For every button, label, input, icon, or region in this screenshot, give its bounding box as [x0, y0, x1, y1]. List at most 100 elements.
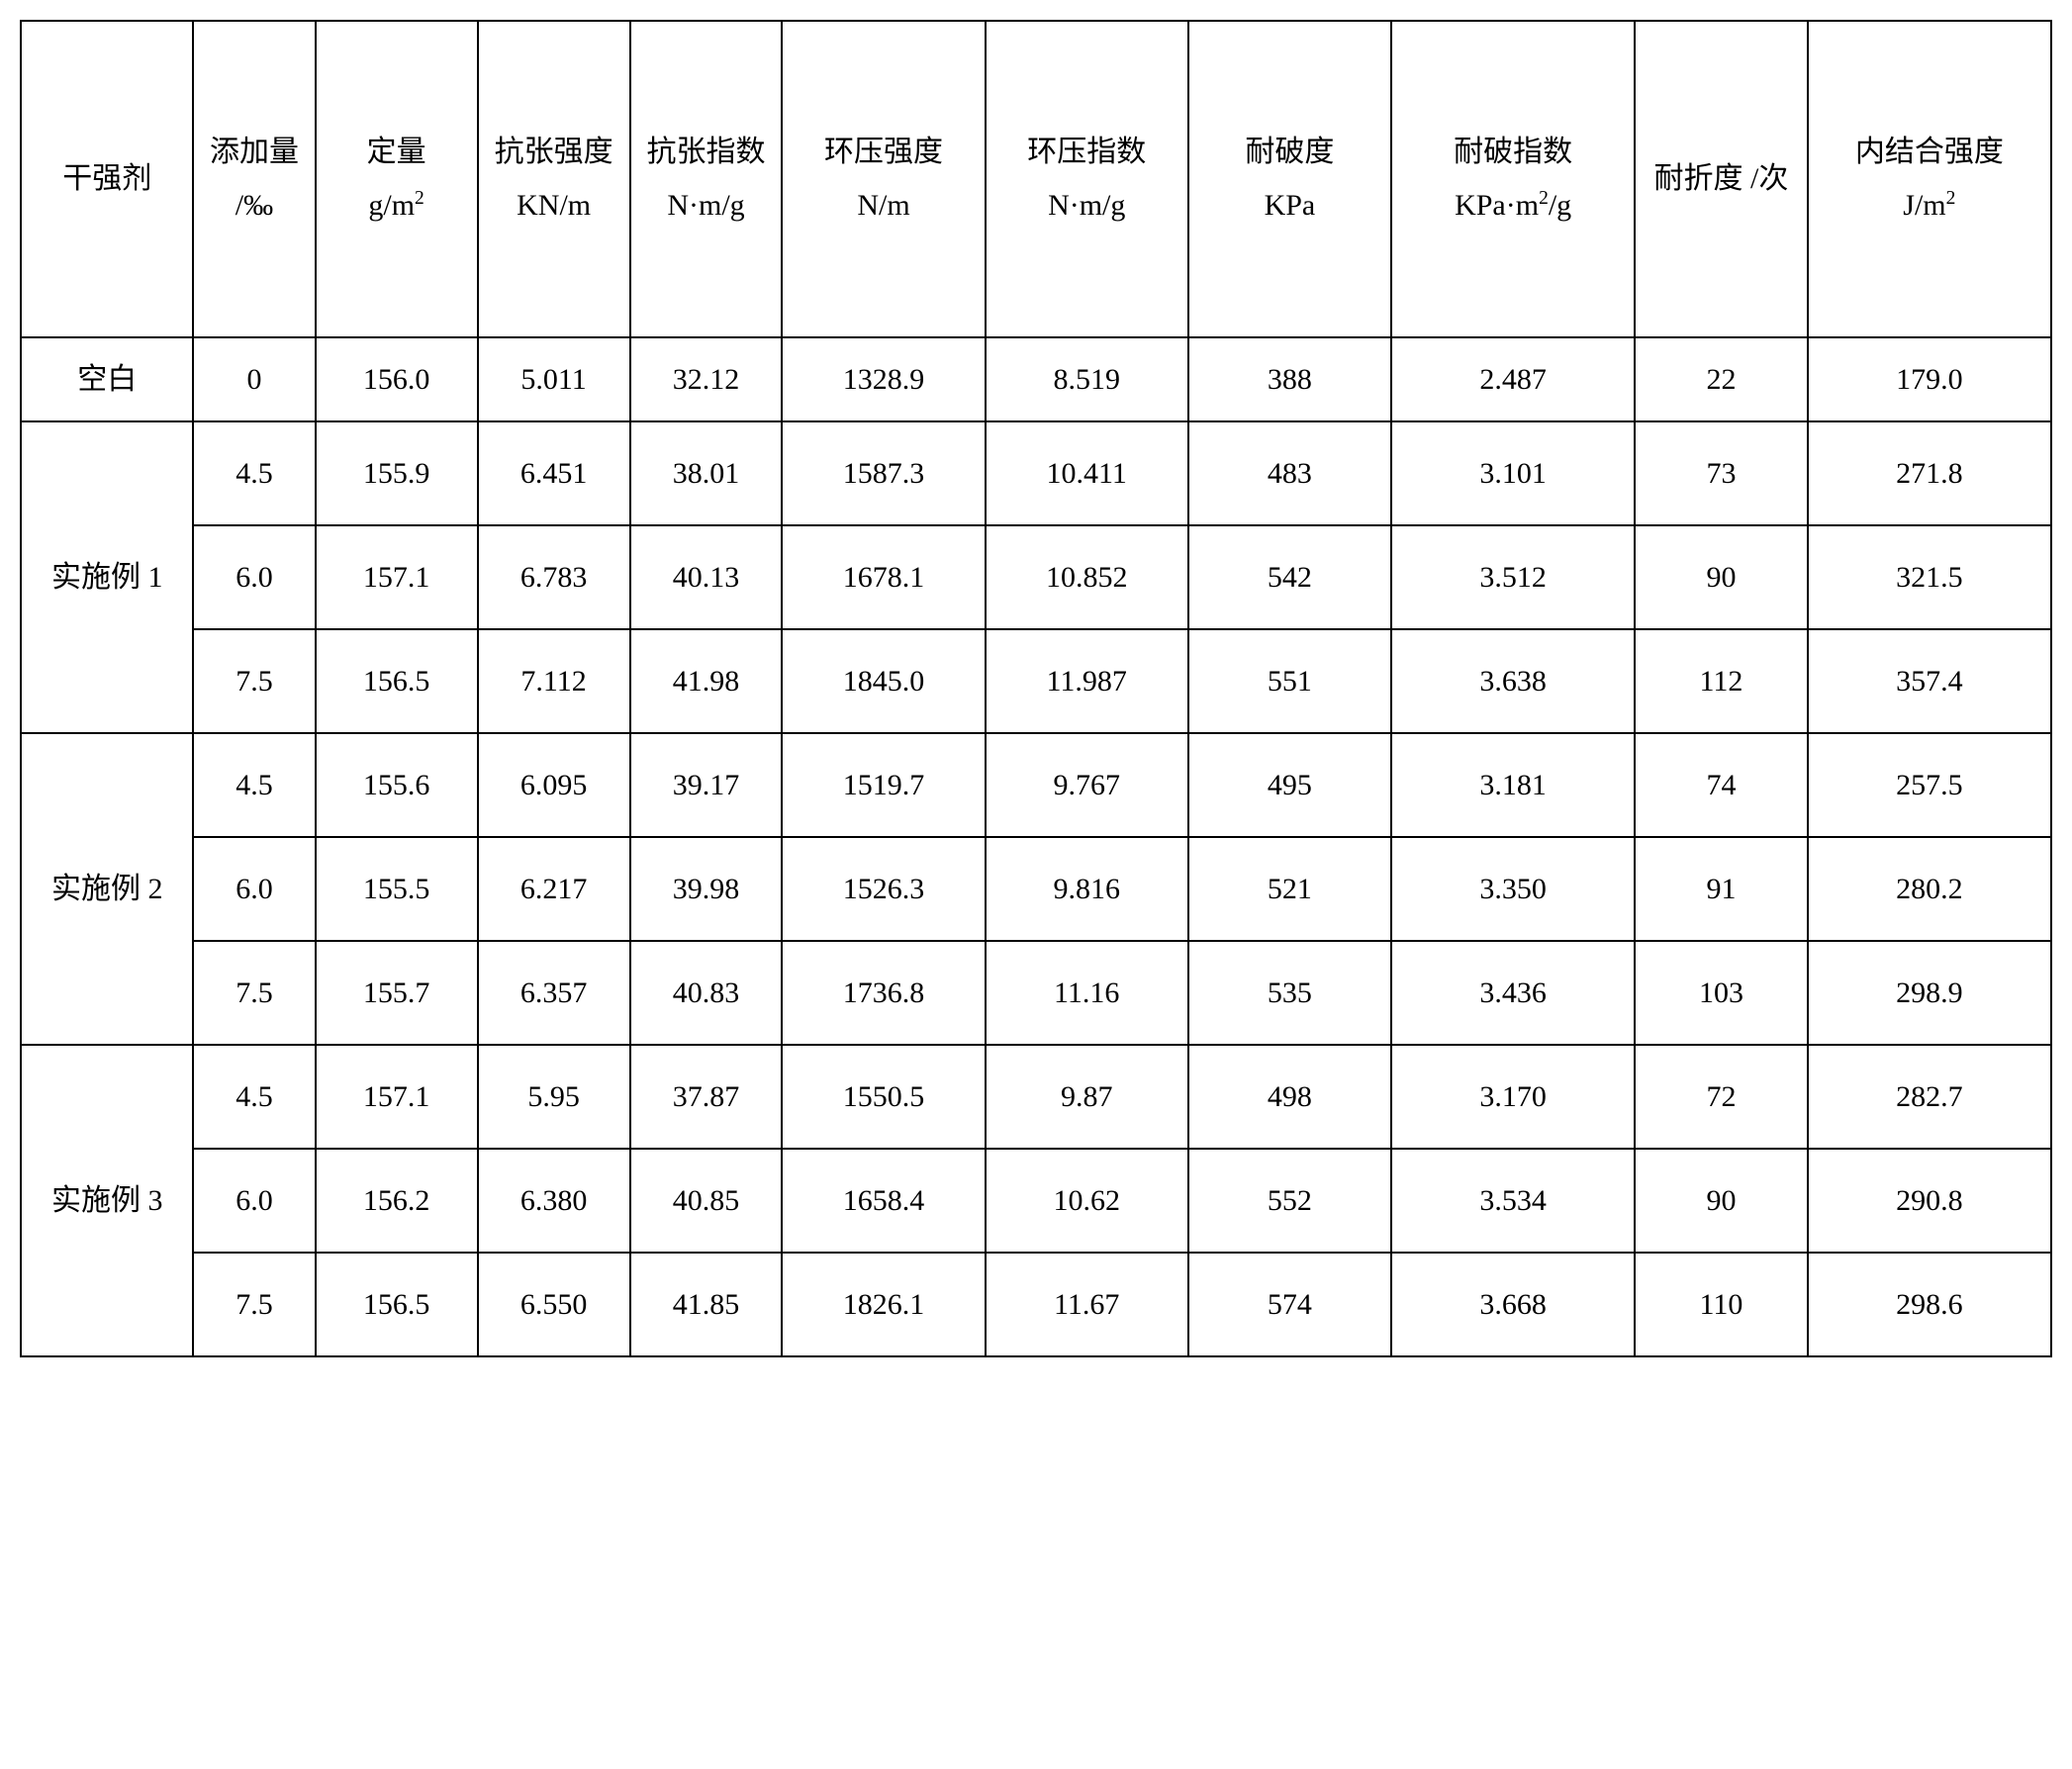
data-cell: 4.5 — [193, 1045, 315, 1149]
data-cell: 90 — [1635, 1149, 1807, 1253]
data-cell: 41.98 — [630, 629, 783, 733]
header-label-4: 抗张指数 — [647, 136, 766, 168]
data-cell: 110 — [1635, 1253, 1807, 1356]
data-cell: 39.17 — [630, 733, 783, 837]
header-cell-2: 定量 g/m2 — [316, 21, 478, 337]
data-cell: 271.8 — [1808, 421, 2051, 525]
data-cell: 521 — [1188, 837, 1391, 941]
group-label-cell: 实施例 1 — [21, 421, 193, 733]
data-cell: 3.668 — [1391, 1253, 1635, 1356]
header-unit-4: N·m/g — [667, 189, 744, 222]
data-cell: 0 — [193, 337, 315, 421]
data-cell: 9.87 — [986, 1045, 1188, 1149]
header-cell-6: 环压指数 N·m/g — [986, 21, 1188, 337]
data-cell: 155.9 — [316, 421, 478, 525]
data-cell: 498 — [1188, 1045, 1391, 1149]
data-cell: 8.519 — [986, 337, 1188, 421]
table-row: 实施例 3 4.5 157.1 5.95 37.87 1550.5 9.87 4… — [21, 1045, 2051, 1149]
header-unit-10: J/m2 — [1903, 189, 1955, 222]
data-cell: 6.451 — [478, 421, 630, 525]
header-label-6: 环压指数 — [1027, 136, 1146, 168]
data-cell: 1519.7 — [782, 733, 985, 837]
data-cell: 40.85 — [630, 1149, 783, 1253]
data-cell: 357.4 — [1808, 629, 2051, 733]
data-cell: 290.8 — [1808, 1149, 2051, 1253]
data-cell: 11.67 — [986, 1253, 1188, 1356]
data-cell: 6.0 — [193, 1149, 315, 1253]
data-cell: 72 — [1635, 1045, 1807, 1149]
data-cell: 74 — [1635, 733, 1807, 837]
table-row: 7.5 156.5 7.112 41.98 1845.0 11.987 551 … — [21, 629, 2051, 733]
data-cell: 39.98 — [630, 837, 783, 941]
data-cell: 103 — [1635, 941, 1807, 1045]
data-cell: 6.783 — [478, 525, 630, 629]
header-cell-10: 内结合强度 J/m2 — [1808, 21, 2051, 337]
data-cell: 3.101 — [1391, 421, 1635, 525]
header-label-2: 定量 — [367, 136, 426, 168]
data-cell: 1658.4 — [782, 1149, 985, 1253]
group-label-cell: 空白 — [21, 337, 193, 421]
header-cell-9: 耐折度 /次 — [1635, 21, 1807, 337]
data-cell: 10.852 — [986, 525, 1188, 629]
data-cell: 41.85 — [630, 1253, 783, 1356]
data-cell: 3.170 — [1391, 1045, 1635, 1149]
data-cell: 11.987 — [986, 629, 1188, 733]
data-cell: 6.0 — [193, 837, 315, 941]
header-label-1: 添加量 — [210, 136, 299, 168]
table-row: 7.5 155.7 6.357 40.83 1736.8 11.16 535 3… — [21, 941, 2051, 1045]
header-cell-0: 干强剂 — [21, 21, 193, 337]
data-cell: 535 — [1188, 941, 1391, 1045]
data-cell: 6.550 — [478, 1253, 630, 1356]
header-unit-2: g/m2 — [368, 189, 424, 222]
data-cell: 1328.9 — [782, 337, 985, 421]
data-cell: 10.411 — [986, 421, 1188, 525]
data-cell: 1678.1 — [782, 525, 985, 629]
data-cell: 73 — [1635, 421, 1807, 525]
data-cell: 7.5 — [193, 1253, 315, 1356]
data-cell: 37.87 — [630, 1045, 783, 1149]
header-unit-9: /次 — [1750, 162, 1788, 195]
header-unit-7: KPa — [1265, 189, 1316, 222]
data-cell: 91 — [1635, 837, 1807, 941]
data-cell: 298.6 — [1808, 1253, 2051, 1356]
data-cell: 483 — [1188, 421, 1391, 525]
data-cell: 9.816 — [986, 837, 1188, 941]
header-cell-7: 耐破度 KPa — [1188, 21, 1391, 337]
data-cell: 552 — [1188, 1149, 1391, 1253]
data-cell: 9.767 — [986, 733, 1188, 837]
data-cell: 495 — [1188, 733, 1391, 837]
data-cell: 1526.3 — [782, 837, 985, 941]
header-label-7: 耐破度 — [1245, 136, 1334, 168]
data-cell: 574 — [1188, 1253, 1391, 1356]
data-cell: 6.095 — [478, 733, 630, 837]
data-cell: 22 — [1635, 337, 1807, 421]
data-cell: 179.0 — [1808, 337, 2051, 421]
table-row: 6.0 157.1 6.783 40.13 1678.1 10.852 542 … — [21, 525, 2051, 629]
data-cell: 90 — [1635, 525, 1807, 629]
table-header: 干强剂 添加量 /‰ 定量 g/m2 抗张强度 KN/m 抗张指数 N·m/g … — [21, 21, 2051, 337]
data-cell: 1587.3 — [782, 421, 985, 525]
table-row: 实施例 1 4.5 155.9 6.451 38.01 1587.3 10.41… — [21, 421, 2051, 525]
data-cell: 1826.1 — [782, 1253, 985, 1356]
data-cell: 1550.5 — [782, 1045, 985, 1149]
data-table: 干强剂 添加量 /‰ 定量 g/m2 抗张强度 KN/m 抗张指数 N·m/g … — [20, 20, 2052, 1357]
header-unit-6: N·m/g — [1048, 189, 1125, 222]
data-cell: 7.5 — [193, 941, 315, 1045]
data-cell: 156.5 — [316, 629, 478, 733]
data-cell: 3.512 — [1391, 525, 1635, 629]
data-cell: 4.5 — [193, 733, 315, 837]
header-label-3: 抗张强度 — [495, 136, 613, 168]
data-cell: 6.0 — [193, 525, 315, 629]
data-cell: 155.7 — [316, 941, 478, 1045]
data-cell: 321.5 — [1808, 525, 2051, 629]
data-cell: 32.12 — [630, 337, 783, 421]
data-cell: 11.16 — [986, 941, 1188, 1045]
header-row: 干强剂 添加量 /‰ 定量 g/m2 抗张强度 KN/m 抗张指数 N·m/g … — [21, 21, 2051, 337]
data-cell: 155.6 — [316, 733, 478, 837]
data-cell: 7.112 — [478, 629, 630, 733]
group-label-cell: 实施例 2 — [21, 733, 193, 1045]
data-cell: 40.83 — [630, 941, 783, 1045]
table-row: 空白 0 156.0 5.011 32.12 1328.9 8.519 388 … — [21, 337, 2051, 421]
header-label-8: 耐破指数 — [1454, 136, 1572, 168]
data-cell: 6.357 — [478, 941, 630, 1045]
